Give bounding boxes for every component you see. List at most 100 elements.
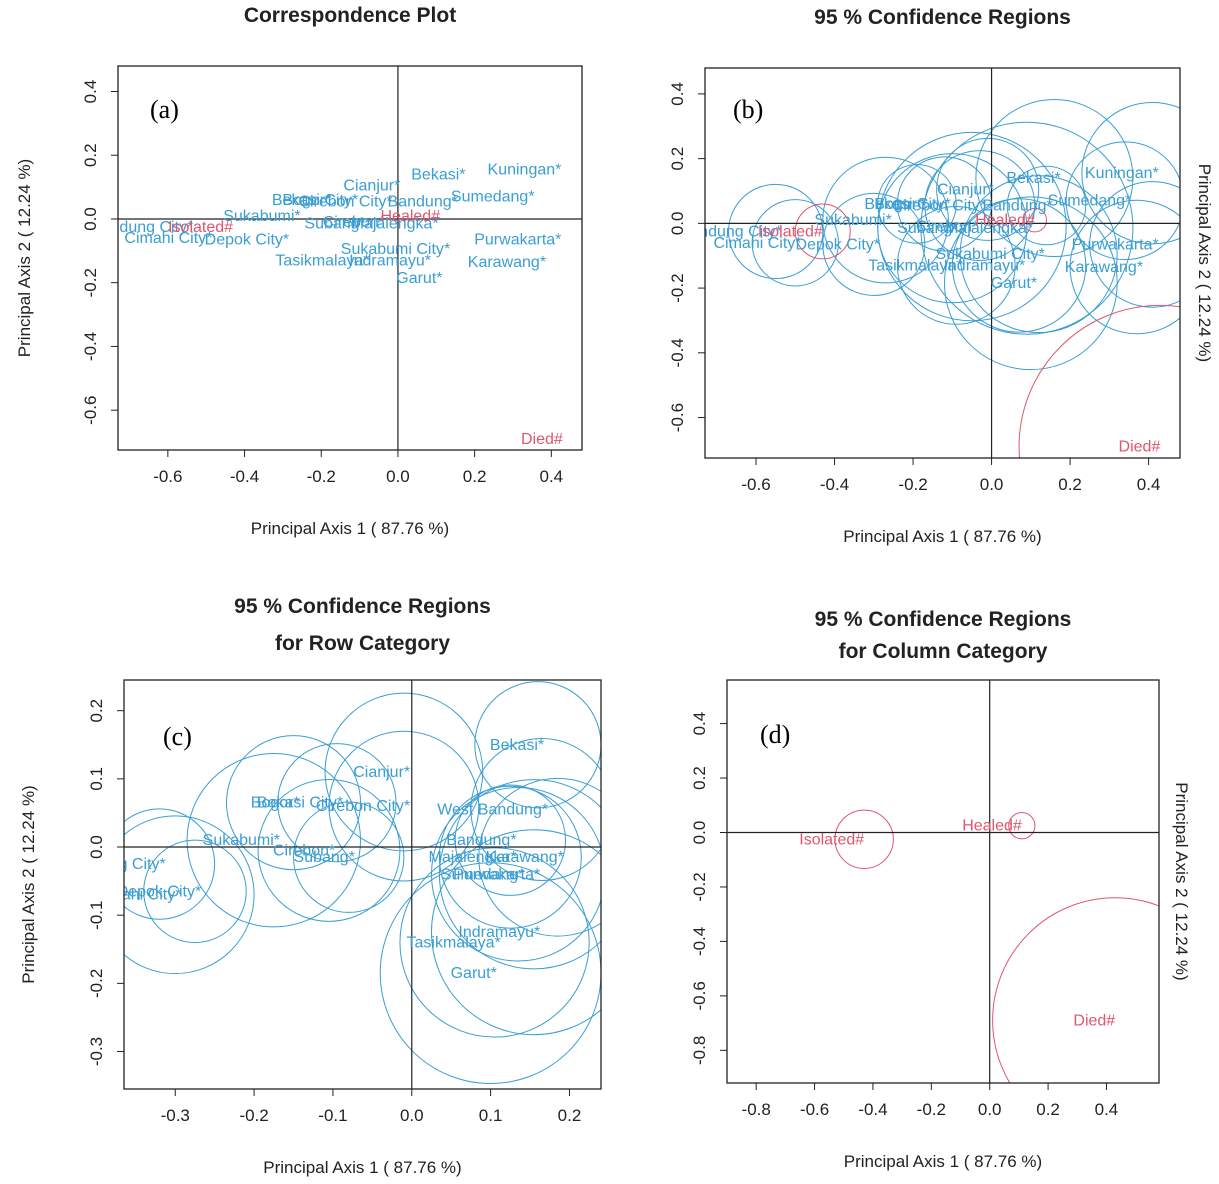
point-marker: * (510, 849, 516, 866)
confidence-circle (992, 897, 1159, 1083)
confidence-circle (924, 150, 1036, 262)
confidence-regions (834, 809, 1159, 1083)
point-marker: * (972, 219, 978, 236)
confidence-circle (143, 839, 247, 944)
point-label: Sukabumi City (341, 241, 444, 258)
x-tick-label: 0.0 (980, 475, 1004, 494)
point-label: Garut (451, 965, 492, 982)
confidence-circle (951, 198, 1087, 333)
x-axis-label: Principal Axis 1 ( 87.76 %) (251, 519, 449, 538)
panel-tag: (a) (150, 95, 179, 124)
point-label: Purwakarta (1072, 236, 1153, 253)
confidence-circle (438, 785, 582, 929)
confidence-regions (124, 681, 601, 1084)
point-label: Cirebon City (298, 193, 386, 210)
point-label: Bekasi (490, 737, 538, 754)
confidence-circle (1089, 181, 1180, 308)
y-tick-label: -0.6 (690, 981, 709, 1010)
confidence-regions (728, 99, 1180, 458)
point-marker: * (386, 193, 392, 210)
point-label: Purwakarta (474, 232, 555, 249)
point-marker: * (349, 849, 355, 866)
confidence-circle (438, 779, 601, 970)
x-axis-label: Principal Axis 1 ( 87.76 %) (844, 1152, 1042, 1171)
point-label: Sumedang (451, 189, 528, 206)
point-marker: * (542, 802, 548, 819)
x-tick-label: -0.2 (917, 1100, 946, 1119)
confidence-circle (470, 738, 601, 881)
panel-tag: (d) (760, 720, 790, 749)
point-marker: * (956, 257, 962, 274)
y-tick-label: 0.4 (668, 82, 687, 106)
point-marker: * (274, 832, 280, 849)
y-axis-label: Principal Axis 2 ( 12.24 %) (1172, 782, 1191, 980)
point-marker: * (379, 214, 385, 231)
y-tick-label: 0.2 (690, 766, 709, 790)
point-label: Depok City (117, 883, 195, 900)
y-tick-label: 0.2 (81, 143, 100, 167)
point-marker: * (528, 189, 534, 206)
point-label: Majalengka (351, 216, 433, 233)
point-marker: * (886, 212, 892, 229)
confidence-circle (1069, 199, 1180, 335)
point-label: Tasikmalaya (407, 934, 495, 951)
confidence-circle (225, 735, 362, 871)
chart-title-line: 95 % Confidence Regions (234, 595, 491, 618)
confidence-circle (920, 121, 1134, 335)
confidence-circle (936, 137, 1040, 241)
point-marker: * (363, 252, 369, 269)
x-tick-label: 0.2 (463, 467, 487, 486)
point-marker: * (540, 254, 546, 271)
point-marker: * (1039, 246, 1045, 263)
point-label: Bandung (388, 193, 452, 210)
point-label: Sumedang (1048, 193, 1125, 210)
point-marker: * (159, 856, 165, 873)
point-label: Bandung (446, 832, 510, 849)
chart-title-line: for Column Category (839, 640, 1048, 663)
point-label: Karawang (486, 849, 558, 866)
confidence-circle (277, 743, 397, 863)
point-label: Bandung City (91, 219, 187, 236)
x-tick-label: 0.0 (386, 467, 410, 486)
point-labels: Kuningan *Bekasi *Cianjur *Sumedang *Bekasi … (705, 165, 1160, 455)
point-label: Garut (991, 275, 1032, 292)
panel-tag: (b) (733, 95, 763, 124)
chart-title-line: Correspondence Plot (244, 4, 456, 27)
y-axis-label: Principal Axis 2 ( 12.24 %) (15, 159, 34, 357)
point-label: Sukabumi City (936, 246, 1039, 263)
point-label: Kuningan (1085, 165, 1153, 182)
y-tick-label: 0.0 (81, 207, 100, 231)
confidence-circle (328, 730, 480, 882)
point-marker: * (436, 270, 442, 287)
point-label: West Bandung (437, 802, 542, 819)
point-label: Indramayu (943, 257, 1019, 274)
point-marker: * (283, 232, 289, 249)
point-label: Cirebon City (892, 198, 980, 215)
x-tick-label: 0.1 (479, 1106, 503, 1125)
point-marker: * (491, 965, 497, 982)
point-marker: * (555, 232, 561, 249)
point-marker: * (337, 795, 343, 812)
point-marker: * (1054, 170, 1060, 187)
point-label: Sukabumi (814, 212, 885, 229)
point-marker: * (452, 193, 458, 210)
confidence-circle (478, 777, 601, 937)
y-tick-label: -0.3 (87, 1037, 106, 1066)
point-label: Died# (1073, 1012, 1115, 1029)
point-label: Bekasi City (864, 196, 944, 213)
point-label: Bogor (282, 192, 325, 209)
point-marker: * (360, 216, 366, 233)
point-labels: Bekasi *Cianjur *Bogor *Bekasi City *Cirebon… (117, 737, 564, 982)
confidence-circle (431, 787, 601, 962)
point-label: Kuningan (488, 162, 556, 179)
x-tick-label: 0.2 (1036, 1100, 1060, 1119)
y-tick-label: 0.4 (690, 712, 709, 736)
point-labels: Isolated# Healed# Died# (799, 818, 1115, 1030)
x-tick-label: -0.4 (858, 1100, 887, 1119)
confidence-circle (431, 829, 601, 1036)
point-label: Subang (304, 216, 359, 233)
y-tick-label: -0.1 (87, 901, 106, 930)
y-tick-label: -0.2 (87, 969, 106, 998)
